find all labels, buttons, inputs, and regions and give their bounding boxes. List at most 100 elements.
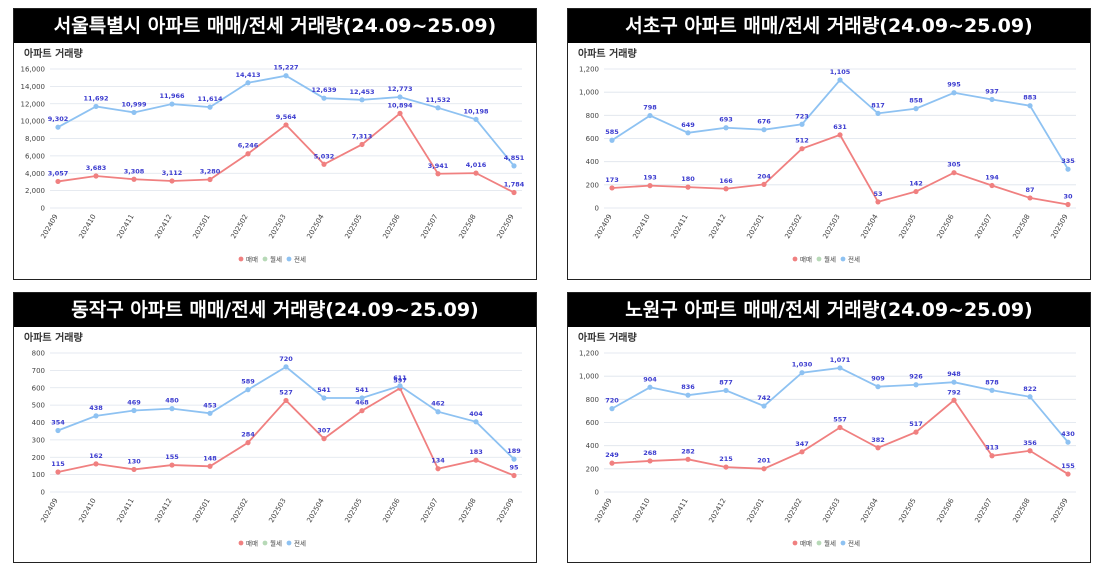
chart-title-seocho: 서초구 아파트 매매/전세 거래량(24.09~25.09) (568, 9, 1090, 43)
data-point (359, 395, 365, 401)
data-point (989, 182, 995, 189)
data-point (169, 462, 175, 468)
x-tick-label: 202409 (39, 497, 59, 524)
data-point (321, 95, 327, 101)
data-point (321, 161, 327, 167)
data-point (761, 466, 767, 472)
data-label: 268 (643, 449, 657, 457)
y-tick-label: 10,000 (21, 118, 46, 126)
data-point (245, 440, 251, 446)
data-label: 404 (469, 410, 483, 418)
x-tick-label: 202411 (115, 213, 135, 240)
legend-label: 전세 (848, 538, 860, 547)
data-point (131, 466, 137, 473)
data-label: 11,614 (197, 95, 223, 103)
data-label: 166 (719, 177, 733, 185)
data-label: 817 (871, 101, 885, 109)
data-label: 307 (317, 427, 331, 435)
x-tick-label: 202502 (783, 213, 803, 240)
data-point (131, 407, 137, 414)
chart-subtitle: 아파트 거래량 (578, 47, 637, 60)
legend-label: 월세 (824, 254, 836, 263)
series-line (57, 365, 515, 460)
data-point (283, 73, 289, 79)
x-tick-label: 202506 (381, 497, 402, 525)
data-label: 183 (469, 448, 483, 456)
data-label: 313 (985, 444, 999, 452)
legend-marker (262, 256, 268, 262)
data-point (989, 453, 995, 459)
legend-marker (238, 256, 244, 262)
data-label: 720 (279, 355, 293, 363)
legend-marker (816, 540, 822, 546)
x-tick-label: 202502 (229, 213, 249, 240)
x-tick-label: 202409 (593, 213, 613, 240)
series-line (611, 367, 1069, 443)
data-label: 130 (127, 457, 141, 465)
data-label: 11,966 (159, 92, 185, 100)
data-label: 193 (643, 174, 657, 182)
x-tick-label: 202411 (669, 213, 689, 240)
data-label: 883 (1023, 94, 1037, 102)
chart-dongjak: 아파트 거래량 0 100 200 300 400 500 600 700 800 202409 20… (24, 331, 522, 547)
data-point (761, 403, 767, 409)
data-label: 134 (431, 457, 445, 465)
data-point (131, 109, 137, 116)
y-tick-label: 1,200 (579, 66, 599, 74)
data-label: 541 (355, 386, 369, 394)
x-tick-label: 202410 (77, 213, 97, 240)
data-label: 115 (51, 460, 65, 468)
x-tick-label: 202506 (381, 213, 402, 241)
y-tick-label: 700 (32, 367, 45, 375)
data-point (837, 77, 843, 83)
y-tick-label: 800 (586, 396, 599, 404)
data-label: 162 (89, 452, 103, 460)
data-point (951, 170, 957, 176)
data-point (473, 457, 479, 463)
x-tick-label: 202507 (973, 497, 993, 524)
x-tick-label: 202505 (897, 213, 917, 240)
data-label: 305 (947, 161, 961, 169)
data-label: 430 (1061, 430, 1075, 438)
data-label: 148 (203, 454, 217, 462)
y-tick-label: 600 (32, 384, 45, 392)
legend-marker (286, 256, 292, 262)
x-tick-label: 202409 (593, 497, 613, 524)
y-tick-label: 2,000 (25, 187, 45, 195)
x-tick-label: 202501 (745, 497, 765, 524)
data-label: 3,941 (428, 162, 449, 170)
data-point (1027, 448, 1033, 454)
data-point (799, 146, 805, 152)
x-tick-label: 202409 (39, 213, 59, 240)
data-point (207, 176, 213, 183)
data-label: 948 (947, 370, 961, 378)
chart-seocho: 아파트 거래량 0 200 400 600 800 1,000 1,200 202409 2024… (578, 47, 1076, 263)
data-label: 611 (393, 374, 407, 382)
x-tick-label: 202508 (1011, 497, 1031, 524)
legend-marker (286, 540, 292, 546)
x-tick-label: 202505 (343, 497, 363, 524)
chart-title-seoul: 서울특별시 아파트 매매/전세 거래량(24.09~25.09) (14, 9, 536, 43)
data-label: 6,246 (238, 142, 259, 150)
series-line (611, 398, 1069, 475)
data-point (435, 466, 441, 472)
data-label: 12,773 (387, 85, 412, 93)
y-tick-label: 4,000 (25, 170, 45, 178)
x-tick-label: 202509 (1049, 497, 1069, 524)
data-point (875, 384, 881, 390)
y-tick-label: 8,000 (25, 135, 45, 143)
data-point (647, 384, 653, 390)
data-point (799, 370, 805, 376)
data-label: 87 (1025, 186, 1034, 194)
legend-label: 매매 (800, 539, 812, 547)
data-label: 12,453 (349, 88, 374, 96)
chart-panel-nowon: 노원구 아파트 매매/전세 거래량(24.09~25.09) 아파트 거래량 0 2… (567, 292, 1091, 563)
series-line (611, 133, 1069, 206)
data-label: 1,784 (504, 181, 525, 189)
data-label: 4,851 (504, 154, 525, 162)
data-label: 180 (681, 175, 695, 183)
y-tick-label: 1,200 (579, 350, 599, 358)
data-label: 541 (317, 386, 331, 394)
data-point (875, 445, 881, 451)
chart-panel-seocho: 서초구 아파트 매매/전세 거래량(24.09~25.09) 아파트 거래량 0 2… (567, 8, 1091, 280)
